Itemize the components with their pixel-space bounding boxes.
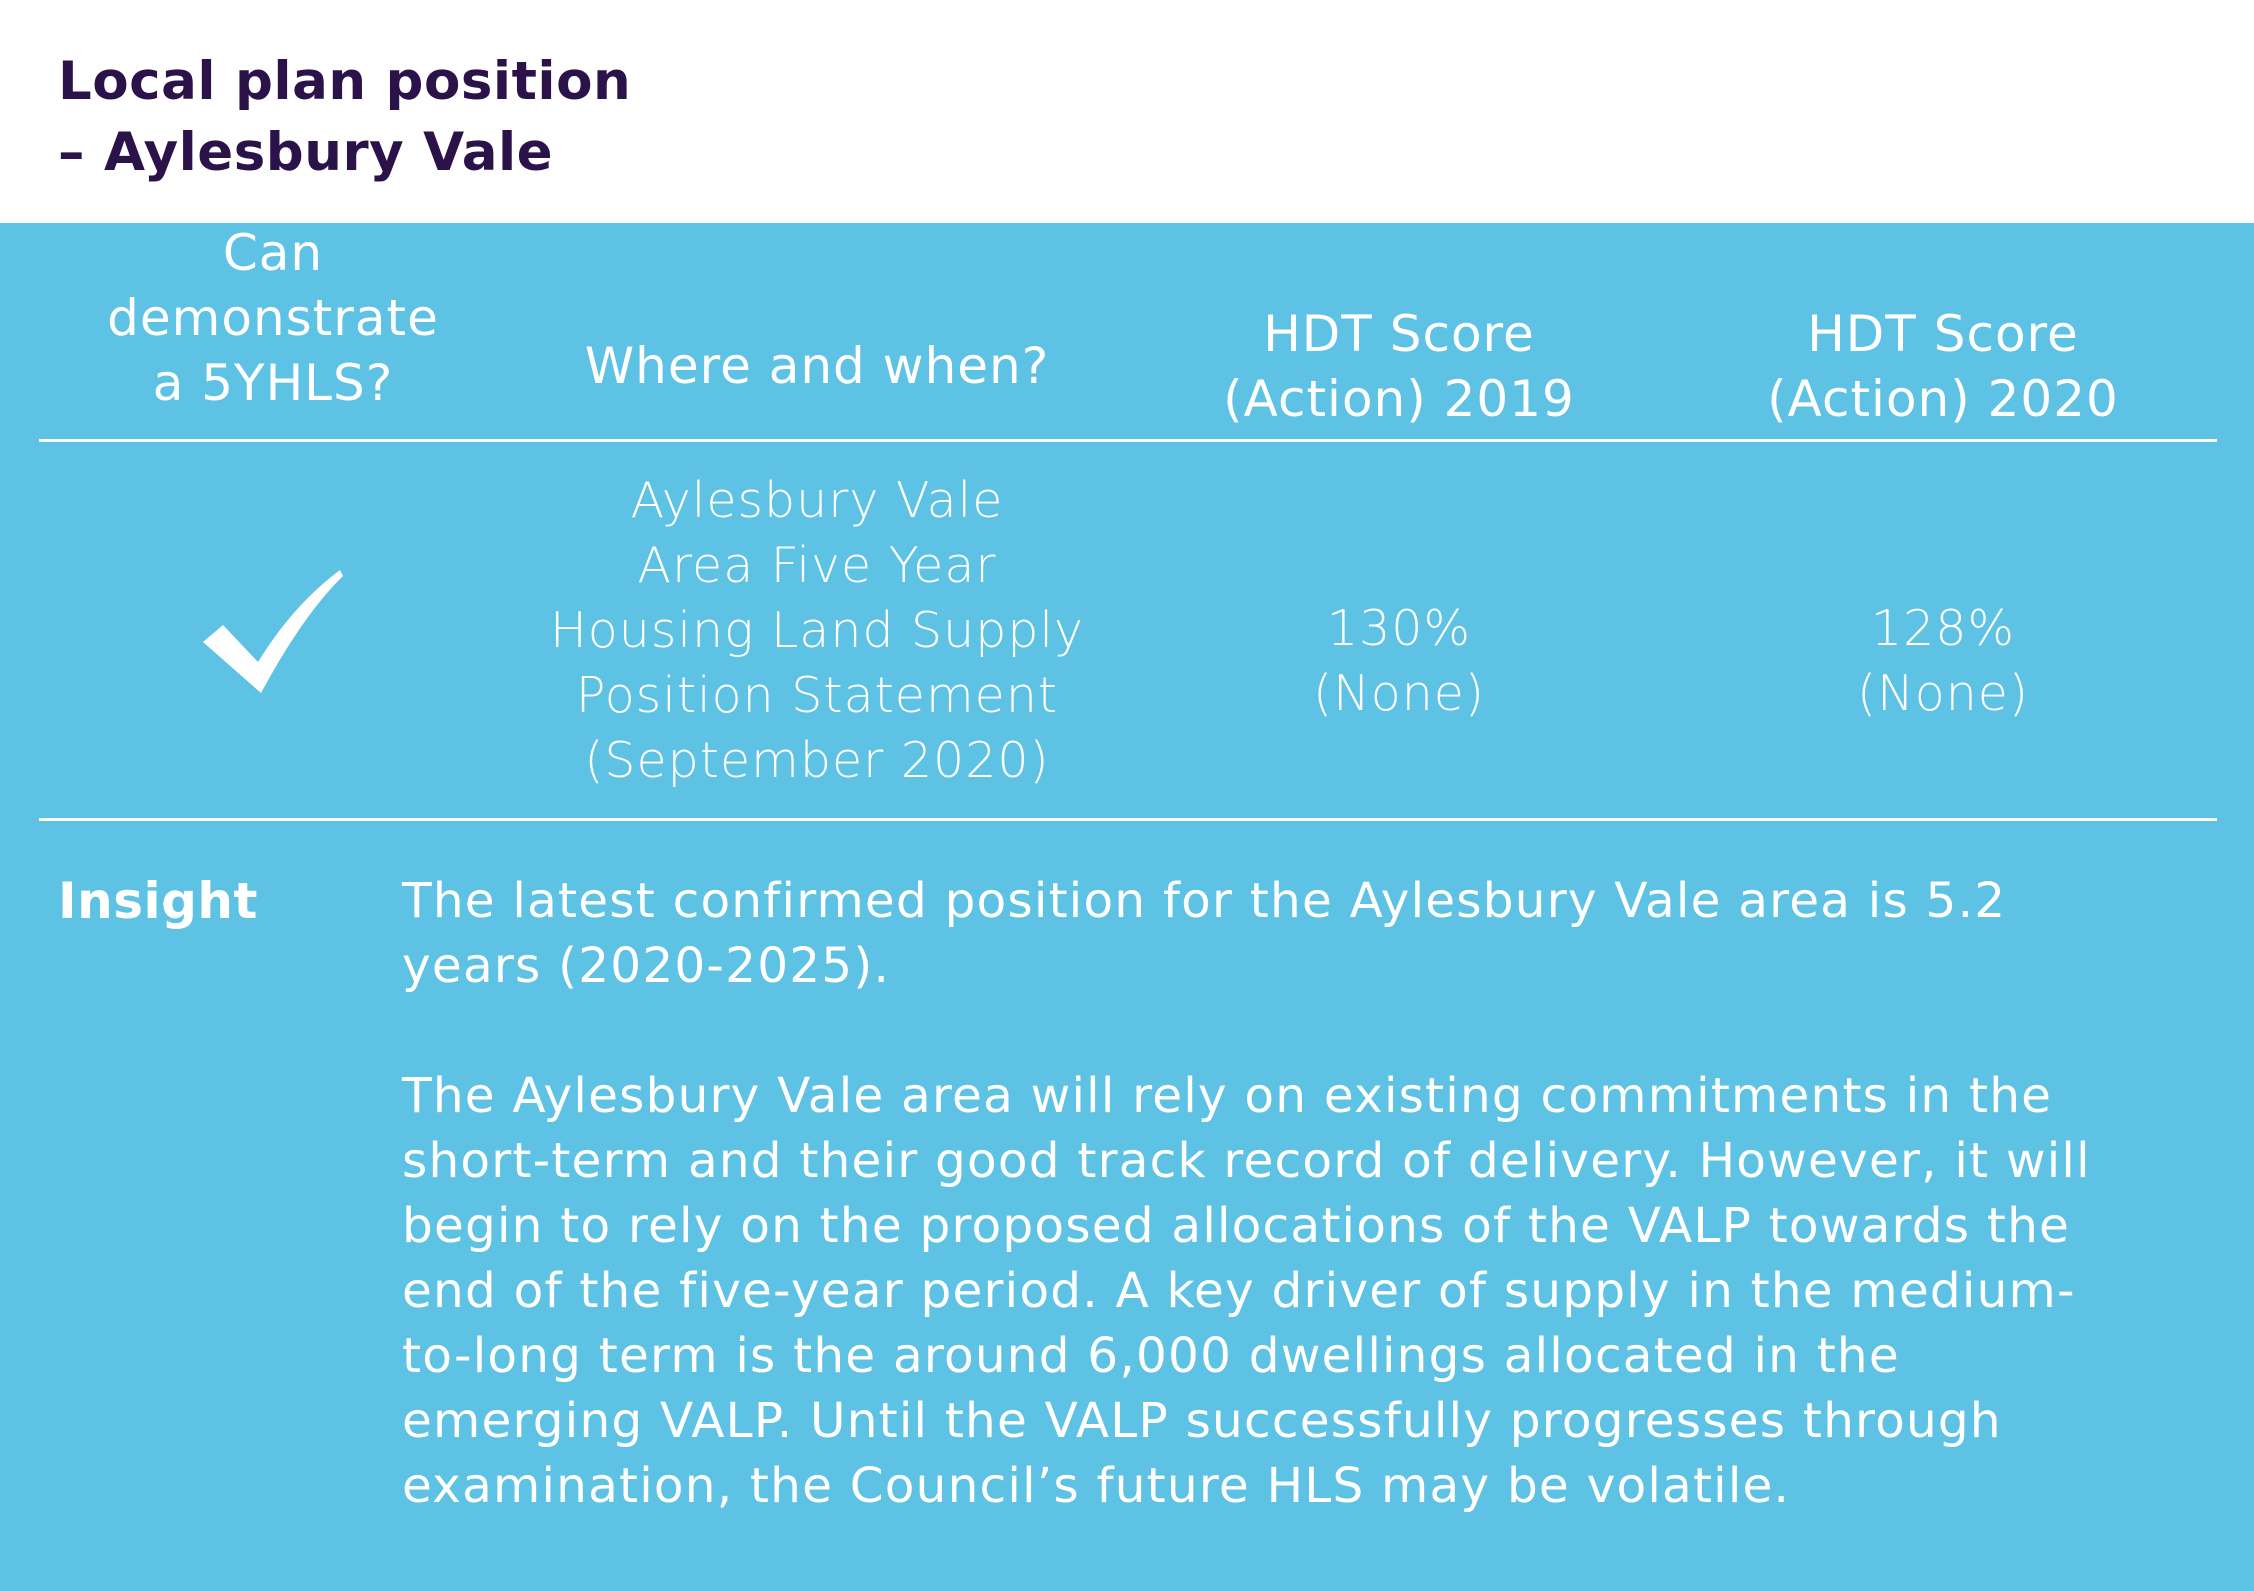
insight-paragraph-1: The latest confirmed position for the Ay… bbox=[402, 869, 2006, 999]
text-line: examination, the Council’s future HLS ma… bbox=[402, 1458, 1791, 1514]
header-hdt-2019: HDT Score (Action) 2019 bbox=[1099, 302, 1699, 432]
cell-line: Aylesbury Vale bbox=[630, 472, 1004, 529]
cell-line: Area Five Year bbox=[637, 537, 997, 594]
text-line: to-long term is the around 6,000 dwellin… bbox=[402, 1328, 1900, 1384]
text-line: short-term and their good track record o… bbox=[402, 1133, 2091, 1189]
cell-line: Position Statement bbox=[575, 667, 1059, 724]
header-line: (Action) 2019 bbox=[1223, 370, 1575, 428]
page-title: Local plan position – Aylesbury Vale bbox=[58, 46, 631, 188]
checkmark-icon bbox=[203, 570, 343, 693]
cell-line: 130% bbox=[1326, 600, 1472, 657]
insight-paragraph-2: The Aylesbury Vale area will rely on exi… bbox=[402, 1064, 2091, 1519]
text-line: years (2020-2025). bbox=[402, 938, 891, 994]
header-line: Can bbox=[222, 224, 324, 282]
text-line: end of the five-year period. A key drive… bbox=[402, 1263, 2076, 1319]
text-line: The latest confirmed position for the Ay… bbox=[402, 873, 2007, 929]
cell-line: (None) bbox=[1856, 665, 2030, 722]
header-where-when: Where and when? bbox=[517, 334, 1117, 399]
header-line: HDT Score bbox=[1807, 305, 2079, 363]
local-plan-panel: Can demonstrate a 5YHLS? Where and when?… bbox=[0, 223, 2254, 1591]
header-line: a 5YHLS? bbox=[152, 354, 394, 412]
text-line: The Aylesbury Vale area will rely on exi… bbox=[402, 1068, 2053, 1124]
text-line: emerging VALP. Until the VALP successful… bbox=[402, 1393, 2002, 1449]
header-line: demonstrate bbox=[107, 289, 439, 347]
where-when-cell: Aylesbury Vale Area Five Year Housing La… bbox=[467, 468, 1167, 793]
header-5yhls: Can demonstrate a 5YHLS? bbox=[73, 221, 473, 416]
header-hdt-2020: HDT Score (Action) 2020 bbox=[1643, 302, 2243, 432]
header-line: HDT Score bbox=[1263, 305, 1535, 363]
header-line: Where and when? bbox=[584, 337, 1050, 395]
header-line: (Action) 2020 bbox=[1767, 370, 2119, 428]
hdt-2020-cell: 128% (None) bbox=[1643, 596, 2243, 726]
title-line-1: Local plan position bbox=[58, 51, 632, 112]
hdt-2019-cell: 130% (None) bbox=[1099, 596, 1699, 726]
row-divider bbox=[39, 818, 2217, 821]
title-line-2: – Aylesbury Vale bbox=[58, 122, 554, 183]
header-divider bbox=[39, 439, 2217, 442]
cell-line: Housing Land Supply bbox=[549, 602, 1085, 659]
insight-label: Insight bbox=[58, 872, 258, 930]
cell-line: 128% bbox=[1870, 600, 2016, 657]
cell-line: (September 2020) bbox=[584, 732, 1050, 789]
text-line: begin to rely on the proposed allocation… bbox=[402, 1198, 2071, 1254]
cell-line: (None) bbox=[1312, 665, 1486, 722]
